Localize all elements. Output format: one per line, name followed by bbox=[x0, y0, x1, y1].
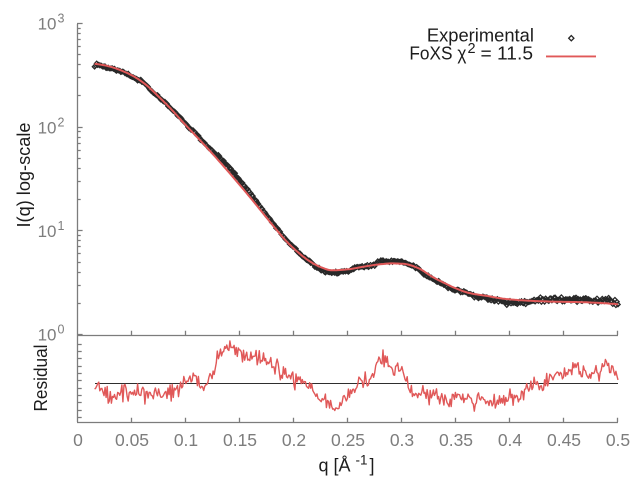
svg-text:0: 0 bbox=[73, 430, 83, 450]
svg-text:FoXS χ: FoXS χ bbox=[409, 44, 467, 64]
svg-text:Residual: Residual bbox=[31, 345, 51, 412]
svg-text:2: 2 bbox=[468, 41, 476, 57]
svg-text:1: 1 bbox=[58, 219, 65, 233]
svg-text:10: 10 bbox=[38, 118, 57, 137]
svg-text:]: ] bbox=[370, 456, 375, 476]
svg-text:I(q) log-scale: I(q) log-scale bbox=[14, 123, 34, 228]
svg-text:10: 10 bbox=[38, 15, 57, 34]
svg-text:2: 2 bbox=[58, 115, 65, 129]
svg-text:10: 10 bbox=[38, 326, 57, 345]
svg-text:0.25: 0.25 bbox=[331, 430, 365, 450]
svg-text:-1: -1 bbox=[356, 453, 368, 468]
svg-text:q [Å: q [Å bbox=[319, 456, 351, 476]
svg-text:0.15: 0.15 bbox=[223, 430, 257, 450]
svg-text:0.4: 0.4 bbox=[498, 430, 523, 450]
svg-text:0.35: 0.35 bbox=[439, 430, 473, 450]
svg-text:0: 0 bbox=[58, 323, 65, 337]
svg-text:0.3: 0.3 bbox=[390, 430, 414, 450]
svg-text:= 11.5: = 11.5 bbox=[481, 44, 534, 64]
svg-text:0.45: 0.45 bbox=[547, 430, 581, 450]
svg-text:0.2: 0.2 bbox=[282, 430, 306, 450]
svg-text:10: 10 bbox=[38, 222, 57, 241]
svg-text:0.1: 0.1 bbox=[174, 430, 198, 450]
svg-text:0.5: 0.5 bbox=[606, 430, 630, 450]
svg-text:0.05: 0.05 bbox=[115, 430, 149, 450]
svg-text:3: 3 bbox=[58, 12, 65, 26]
svg-text:Experimental: Experimental bbox=[427, 26, 534, 46]
